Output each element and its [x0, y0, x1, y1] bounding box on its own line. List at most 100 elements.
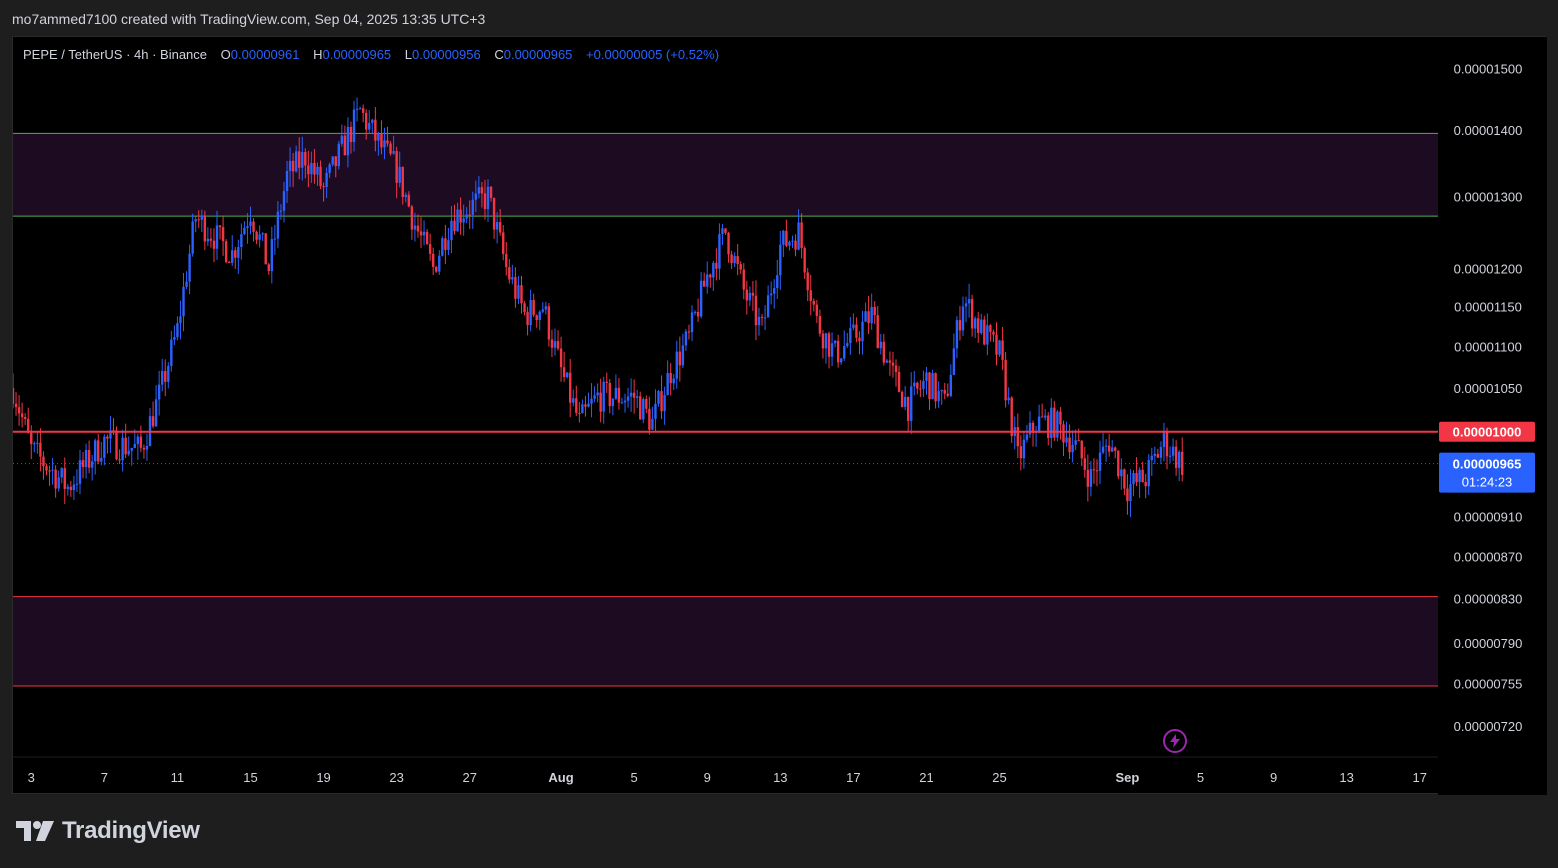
candle-body [565, 372, 569, 378]
price-chart[interactable]: 0.00001500 0.00001400 0.00001300 0.00001200… [13, 37, 1547, 795]
candle-body [763, 317, 767, 319]
chart-legend: PEPE / TetherUS · 4h · Binance O0.000009… [23, 47, 719, 62]
candle-body [605, 381, 608, 383]
candle-body [428, 244, 432, 254]
candle-body [1040, 416, 1044, 418]
candle-body [751, 292, 755, 296]
candle-body [121, 437, 124, 461]
candle-body [179, 316, 182, 324]
candle-body [885, 360, 889, 363]
candle-body [1047, 415, 1050, 438]
candle-body [757, 316, 761, 326]
low-key: L [404, 47, 413, 62]
candle-body [486, 186, 490, 209]
candle-body [160, 371, 164, 385]
candle-body [322, 186, 325, 188]
candle-body [815, 304, 819, 316]
candle-body [301, 152, 304, 168]
candle-body [276, 211, 280, 239]
price-tick-label: 0.00001150 [1454, 299, 1522, 314]
candle-body [879, 341, 882, 349]
candle-body [75, 483, 79, 485]
candle-body [906, 397, 910, 421]
candle-body [371, 119, 374, 123]
candle-body [523, 303, 526, 313]
candle-body [1037, 416, 1041, 432]
candle-body [1062, 424, 1065, 443]
candle-body [1135, 473, 1138, 483]
candle-body [1004, 359, 1007, 401]
candle-body [1153, 453, 1157, 456]
candle-body [1110, 447, 1114, 452]
candle-body [791, 240, 794, 242]
candle-body [118, 459, 121, 461]
candle-body [894, 365, 898, 372]
attribution-text: mo7ammed7100 created with TradingView.co… [12, 11, 486, 27]
candle-body [833, 340, 837, 344]
candle-body [553, 341, 557, 348]
candle-body [1077, 440, 1080, 442]
candle-body [916, 382, 919, 389]
candle-body [483, 193, 487, 209]
candle-body [459, 209, 462, 223]
candle-body [270, 239, 274, 272]
candle-body [57, 477, 60, 489]
candle-body [392, 151, 395, 154]
candle-body [389, 143, 392, 154]
candle-body [1114, 447, 1117, 451]
candle-body [45, 466, 48, 471]
candle-body [721, 228, 724, 235]
candle-body [106, 436, 109, 439]
candle-body [702, 280, 706, 287]
candle-body [441, 238, 444, 256]
candle-body [1007, 397, 1010, 401]
candle-body [1104, 445, 1108, 447]
candle-body [550, 339, 554, 348]
candle-body [407, 194, 411, 207]
candle-body [635, 396, 639, 398]
candle-body [1083, 458, 1086, 470]
price-tick-label: 0.00000870 [1454, 550, 1523, 565]
candle-body [514, 277, 517, 299]
candle-body [922, 380, 925, 389]
candle-body [861, 321, 864, 342]
candle-body [873, 306, 876, 316]
candle-body [23, 417, 27, 419]
candle-body [13, 388, 15, 404]
candle-body [100, 457, 103, 462]
candle-body [33, 443, 36, 445]
current-price-tag-label: 0.00000965 [1453, 457, 1522, 472]
candle-body [1171, 446, 1175, 456]
candle-body [316, 166, 319, 175]
candle-body [188, 253, 191, 282]
candle-body [416, 225, 420, 232]
candle-body [620, 402, 624, 404]
candle-body [876, 315, 879, 349]
candle-body [39, 442, 42, 457]
candle-body [958, 320, 962, 331]
candle-body [249, 221, 252, 227]
candle-body [170, 339, 173, 366]
candle-body [477, 187, 481, 194]
candle-body [298, 151, 301, 168]
candle-body [27, 418, 30, 433]
candle-body [943, 390, 946, 394]
tradingview-brand[interactable]: TradingView [16, 816, 200, 846]
current-price-tag [1439, 452, 1535, 493]
candle-body [736, 256, 739, 265]
lightning-bolt-icon[interactable] [1163, 729, 1187, 753]
candle-body [855, 324, 858, 338]
candle-body [967, 299, 971, 304]
candle-body [81, 460, 85, 468]
candle-body [983, 319, 986, 345]
candle-body [654, 403, 657, 419]
candle-body [1129, 484, 1132, 502]
candle-body [124, 437, 127, 455]
chart-panel[interactable]: 0.00001500 0.00001400 0.00001300 0.00001200… [12, 36, 1547, 795]
candle-body [754, 295, 758, 326]
candle-body [307, 165, 310, 175]
candle-body [94, 440, 97, 462]
candle-body [632, 392, 636, 398]
candle-body [1095, 470, 1099, 472]
candle-body [1117, 450, 1120, 477]
